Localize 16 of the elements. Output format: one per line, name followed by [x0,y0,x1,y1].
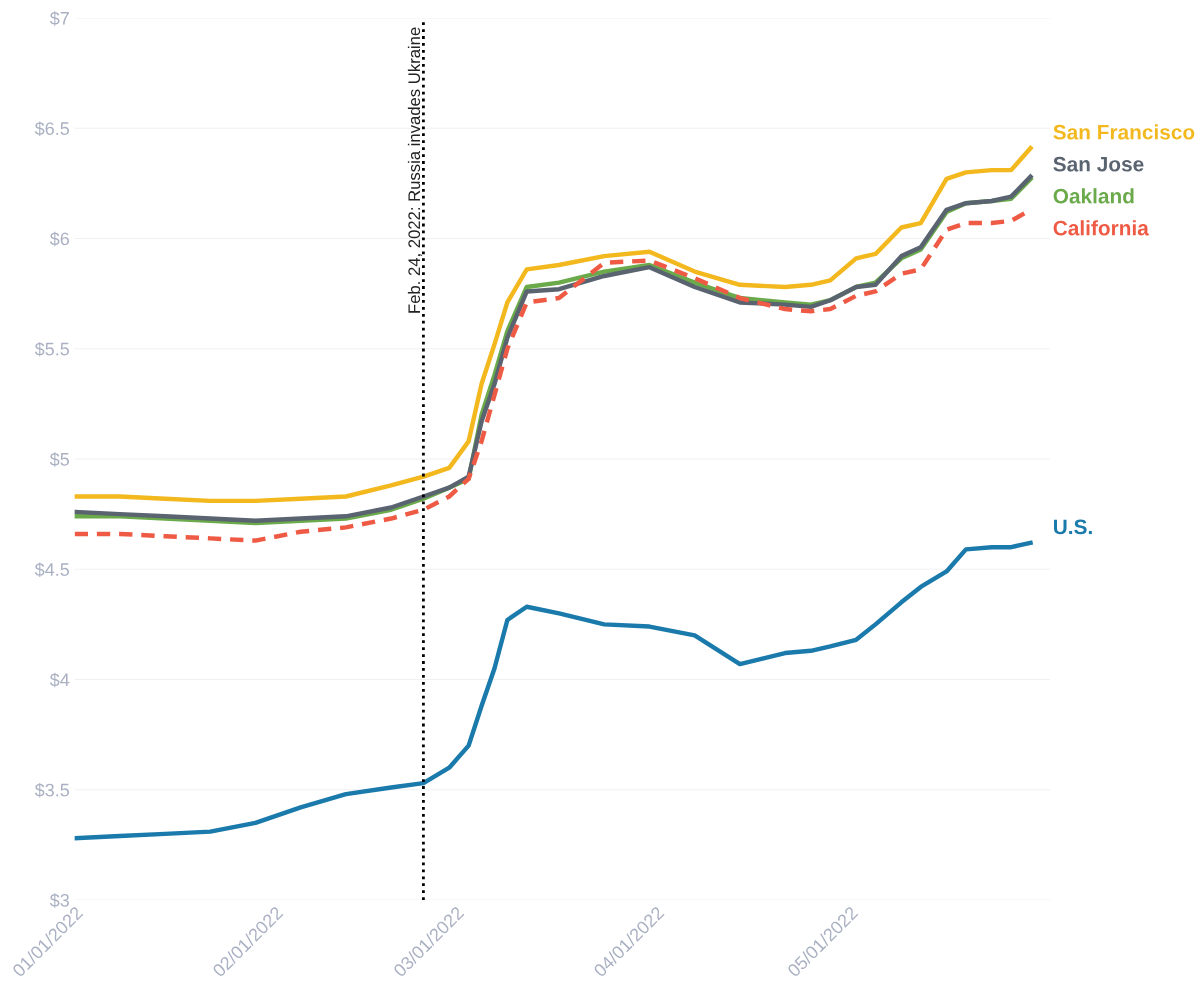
y-tick-label: $3.5 [34,782,70,798]
y-tick-label: $7 [49,11,69,26]
y-tick-label: $4.5 [34,562,70,578]
y-tick-label: $6.5 [34,121,70,137]
series-label: San Francisco [1053,124,1195,140]
y-tick-label: $4 [49,672,70,688]
line-series [74,540,1033,841]
y-tick-label: $6 [49,231,69,247]
series-label: San Jose [1053,156,1144,172]
y-tick-label: $5.5 [34,341,70,357]
series-label: Oakland [1053,188,1134,204]
y-tick-label: $3 [49,893,69,908]
y-tick-label: $5 [49,452,70,467]
series-label: U.S. [1053,519,1092,535]
ref-line-label: Feb. 24, 2022: Russia invades Ukraine [407,27,423,313]
series-label: California [1053,220,1149,236]
